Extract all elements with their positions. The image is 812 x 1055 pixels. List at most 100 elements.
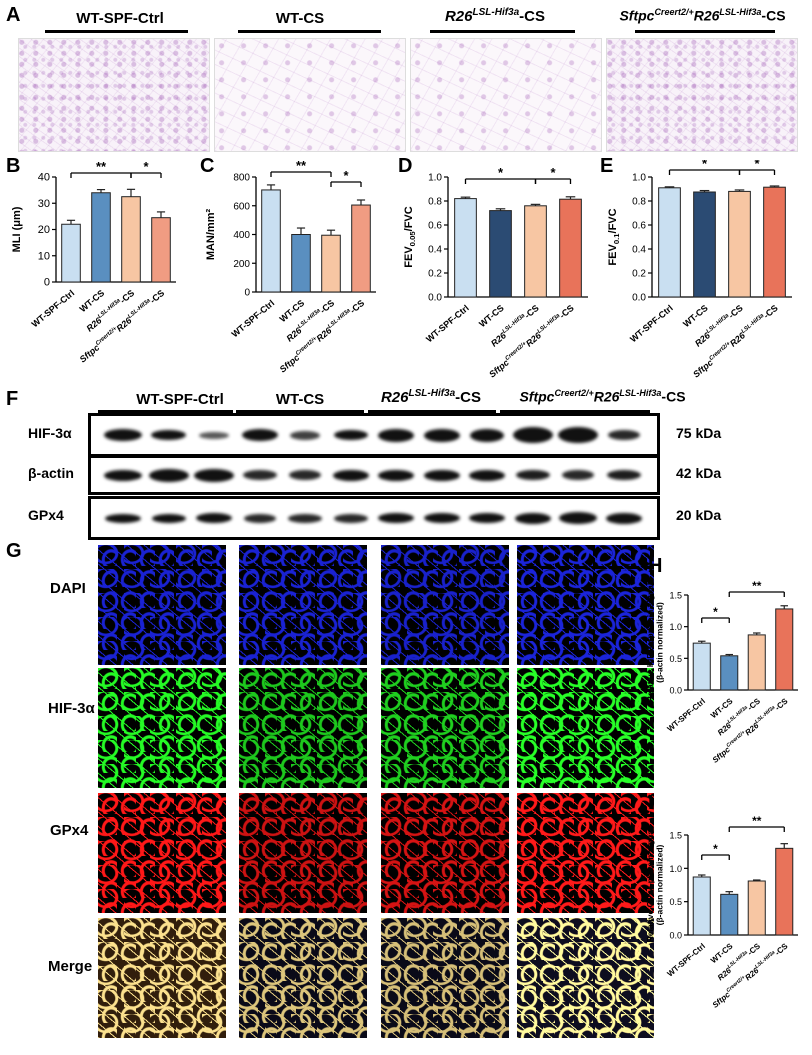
panel-label-c: C (200, 155, 215, 177)
group-title-sftpc: SftpcCreert2/+R26LSL-Hif3a-CS (619, 7, 786, 24)
tick-label-y: 200 (233, 259, 250, 270)
wb-band (606, 470, 641, 480)
tick-label-y: 0.6 (428, 221, 442, 232)
fluor-row-label-gpx4: GPx4 (50, 822, 89, 839)
bar (747, 880, 766, 936)
tick-label-y: 0.0 (428, 293, 442, 304)
wb-group-title-wt-cs: WT-CS (275, 391, 325, 408)
wb-band (148, 468, 189, 482)
tick-label-x: WT-SPF-Ctrl (628, 303, 675, 344)
fluorescence-image (98, 793, 226, 913)
fluorescence-image (517, 918, 654, 1038)
western-blot-hif3a (88, 413, 660, 457)
histology-image-sftpc-cs (606, 38, 798, 152)
wb-band (514, 512, 551, 524)
wb-size-20kda: 20 kDa (676, 507, 722, 523)
bar (720, 655, 739, 691)
fluorescence-image (239, 668, 367, 788)
axis-label-y: Relative GPx4 protein signal(β-actin nor… (645, 828, 665, 943)
tick-label-x: WT-SPF-Ctrl (30, 288, 77, 329)
tick-label-y: 0.6 (632, 221, 646, 232)
bar (261, 189, 281, 293)
fluorescence-image (98, 545, 226, 665)
tick-label-y: 0.2 (428, 269, 442, 280)
group-bar (500, 410, 650, 413)
wb-band (194, 468, 234, 482)
bar (91, 192, 111, 283)
tick-label-y: 1.0 (669, 864, 682, 874)
bar (658, 187, 681, 298)
panel-label-h: H (648, 555, 663, 577)
tick-label-y: 10 (38, 250, 50, 262)
significance-label: ** (752, 580, 762, 593)
bar (775, 847, 794, 936)
wb-size-42kda: 42 kDa (676, 465, 722, 481)
western-blot-gpx4 (88, 496, 660, 540)
histology-image-wt-cs (214, 38, 406, 152)
wb-size-75kda: 75 kDa (676, 425, 722, 441)
panel-label-f: F (6, 388, 19, 410)
wb-band (378, 469, 414, 481)
fluorescence-image (517, 793, 654, 913)
bar (559, 198, 582, 298)
wb-band (607, 430, 640, 440)
group-title-wt-spf-ctrl: WT-SPF-Ctrl (76, 10, 164, 27)
group-bar (368, 410, 496, 413)
chart-e: 0.0 0.2 0.4 0.6 0.8 1.0 FEV0.1/FVC WT-SPF-Ctrl W… (607, 160, 792, 380)
tick-label-y: 0 (44, 277, 50, 289)
wb-band (333, 430, 368, 440)
tick-label-y: 30 (38, 198, 50, 210)
panel-label-b: B (6, 155, 21, 177)
tick-label-y: 1.5 (669, 591, 682, 601)
tick-label-y: 400 (233, 230, 250, 241)
bar (351, 204, 371, 293)
wb-group-title-sftpc: SftpcCreert2/+R26LSL-Hif3a-CS (519, 388, 686, 405)
panel-label-d: D (398, 155, 413, 177)
wb-band (559, 512, 597, 524)
wb-band (332, 469, 369, 481)
wb-row-label-beta-actin: β-actin (28, 465, 74, 481)
bar (693, 191, 716, 298)
bar (291, 234, 311, 293)
bar (61, 223, 81, 283)
wb-band (242, 470, 277, 480)
tick-label-y: 0.2 (632, 269, 646, 280)
group-title-r26: R26LSL-Hif3a-CS (444, 7, 546, 25)
significance-label: * (713, 842, 718, 856)
wb-band (512, 427, 553, 443)
tick-label-x: WT-SPF-Ctrl (665, 697, 707, 734)
western-blot-beta-actin (88, 455, 660, 495)
panel-label-e: E (600, 155, 614, 177)
wb-band (423, 469, 460, 481)
tick-label-y: 0.4 (632, 245, 646, 256)
tick-label-x: WT-CS (477, 303, 506, 329)
wb-band (469, 469, 505, 481)
panel-label-g: G (6, 540, 22, 562)
significance-label: * (702, 160, 708, 171)
wb-band (378, 513, 414, 523)
bar (775, 608, 794, 691)
tick-label-y: 800 (233, 173, 250, 184)
wb-band (105, 513, 141, 523)
wb-band (605, 512, 642, 524)
axis-label-y: MLI (μm) (11, 206, 23, 252)
chart-i: 0.0 0.5 1.0 1.5 Relative GPx4 protein signal… (645, 815, 798, 1010)
axis-label-y: FEV0.05/FVC (403, 206, 417, 267)
wb-band (199, 431, 229, 439)
wb-band (333, 513, 368, 523)
tick-label-y: 0 (244, 288, 250, 299)
tick-label-y: 0.5 (669, 654, 682, 664)
significance-label: ** (96, 160, 107, 174)
bar (692, 876, 711, 936)
wb-band (515, 470, 550, 480)
group-bar (45, 30, 188, 33)
significance-label: * (343, 168, 349, 183)
fluorescence-image (517, 668, 654, 788)
fluorescence-image (381, 793, 509, 913)
wb-band (290, 430, 320, 440)
panel-label-a: A (6, 4, 21, 26)
bar (151, 217, 171, 283)
significance-label: ** (752, 815, 762, 828)
significance-label: * (713, 605, 718, 619)
